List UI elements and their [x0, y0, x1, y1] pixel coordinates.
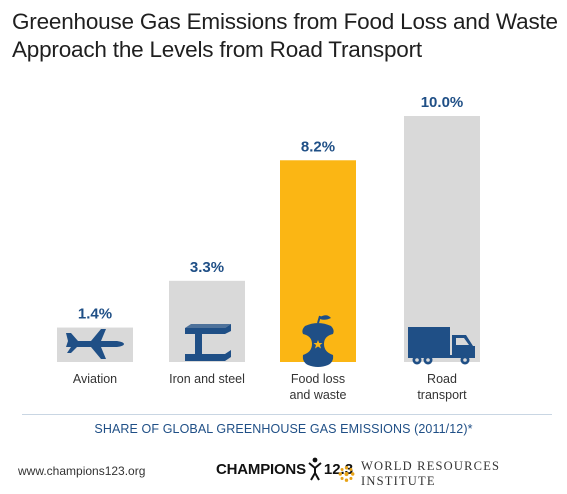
champions-logo: CHAMPIONS 12.3	[216, 456, 353, 482]
wri-logo: WORLD RESOURCES INSTITUTE	[338, 459, 567, 489]
wri-emblem-icon	[338, 466, 355, 482]
axis-divider	[22, 414, 552, 415]
champions-logo-word: CHAMPIONS	[216, 460, 306, 478]
x-tick-label: Food loss	[291, 372, 345, 386]
airplane-icon	[66, 329, 124, 359]
x-tick-label: Aviation	[73, 372, 117, 386]
chart-title: Greenhouse Gas Emissions from Food Loss …	[12, 8, 560, 64]
steel-beam-icon	[185, 324, 231, 361]
data-label: 10.0%	[421, 94, 464, 111]
wri-logo-text: WORLD RESOURCES INSTITUTE	[361, 459, 501, 488]
x-axis-label: SHARE OF GLOBAL GREENHOUSE GAS EMISSIONS…	[94, 422, 473, 436]
truck-icon	[408, 327, 475, 365]
x-tick-label: Iron and steel	[169, 372, 245, 386]
data-label: 8.2%	[301, 138, 335, 155]
x-tick-label: Road	[427, 372, 457, 386]
champions-figure-icon	[308, 457, 322, 481]
chart-title-line-1: Greenhouse Gas Emissions from Food Loss …	[12, 9, 558, 34]
bar	[404, 116, 480, 362]
x-tick-label: and waste	[290, 388, 347, 402]
data-label: 1.4%	[78, 306, 112, 323]
footer-url: www.champions123.org	[18, 464, 146, 478]
data-label: 3.3%	[190, 259, 224, 276]
bar	[169, 280, 245, 362]
chart-title-line-2: Approach the Levels from Road Transport	[12, 37, 422, 62]
apple-core-icon	[302, 315, 334, 367]
x-tick-label: transport	[417, 388, 467, 402]
